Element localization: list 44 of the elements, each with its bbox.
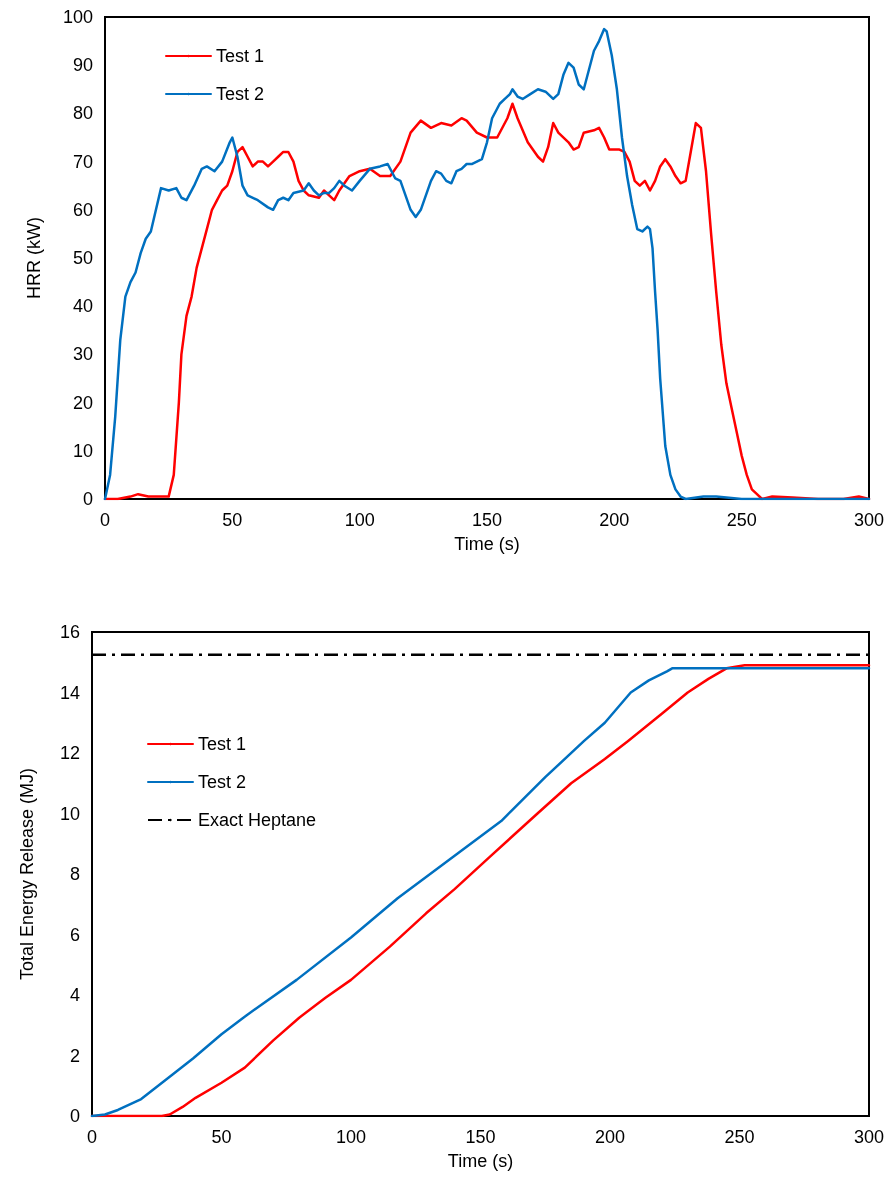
y-tick-label: 4 bbox=[69, 985, 80, 1005]
legend-label: Exact Heptane bbox=[198, 810, 317, 830]
x-tick-label: 50 bbox=[211, 1127, 232, 1147]
x-tick-label: 150 bbox=[465, 1127, 496, 1147]
y-tick-label: 10 bbox=[59, 803, 80, 824]
x-axis-title: Time (s) bbox=[454, 534, 520, 554]
legend-label: Test 2 bbox=[216, 84, 265, 104]
y-tick-label: 0 bbox=[69, 1106, 80, 1126]
y-tick-label: 0 bbox=[82, 489, 93, 509]
x-tick-label: 250 bbox=[726, 510, 757, 530]
x-tick-label: 100 bbox=[344, 510, 375, 530]
y-tick-label: 12 bbox=[59, 743, 80, 763]
legend-label: Test 1 bbox=[198, 734, 247, 754]
x-tick-label: 50 bbox=[222, 510, 243, 530]
x-tick-label: 200 bbox=[599, 510, 630, 530]
y-axis-title: Total Energy Release (MJ) bbox=[17, 767, 37, 981]
x-tick-label: 150 bbox=[471, 510, 503, 530]
legend-label: Test 1 bbox=[216, 46, 265, 66]
y-tick-label: 60 bbox=[72, 199, 93, 220]
y-tick-label: 6 bbox=[69, 924, 80, 945]
legend-label: Test 2 bbox=[198, 772, 247, 792]
y-tick-label: 70 bbox=[72, 151, 93, 172]
y-tick-label: 10 bbox=[72, 440, 93, 461]
y-tick-label: 80 bbox=[72, 103, 93, 124]
y-tick-label: 20 bbox=[72, 392, 93, 413]
x-tick-label: 0 bbox=[99, 510, 111, 530]
x-tick-label: 200 bbox=[594, 1127, 626, 1147]
line-series bbox=[103, 102, 871, 501]
x-tick-label: 300 bbox=[853, 510, 885, 530]
y-tick-label: 100 bbox=[62, 7, 93, 27]
x-tick-label: 300 bbox=[853, 1127, 885, 1147]
x-tick-label: 100 bbox=[335, 1127, 367, 1147]
x-axis-title: Time (s) bbox=[447, 1151, 514, 1171]
y-tick-label: 40 bbox=[72, 296, 93, 317]
line-series bbox=[103, 27, 871, 501]
y-axis-title: HRR (kW) bbox=[24, 217, 44, 299]
x-tick-label: 250 bbox=[724, 1127, 755, 1147]
y-tick-label: 8 bbox=[69, 864, 80, 884]
y-tick-label: 50 bbox=[72, 248, 93, 268]
y-tick-label: 2 bbox=[69, 1045, 80, 1066]
y-tick-label: 14 bbox=[59, 682, 80, 703]
y-tick-label: 16 bbox=[59, 622, 80, 642]
y-tick-label: 90 bbox=[72, 55, 93, 76]
y-tick-label: 30 bbox=[72, 344, 93, 365]
